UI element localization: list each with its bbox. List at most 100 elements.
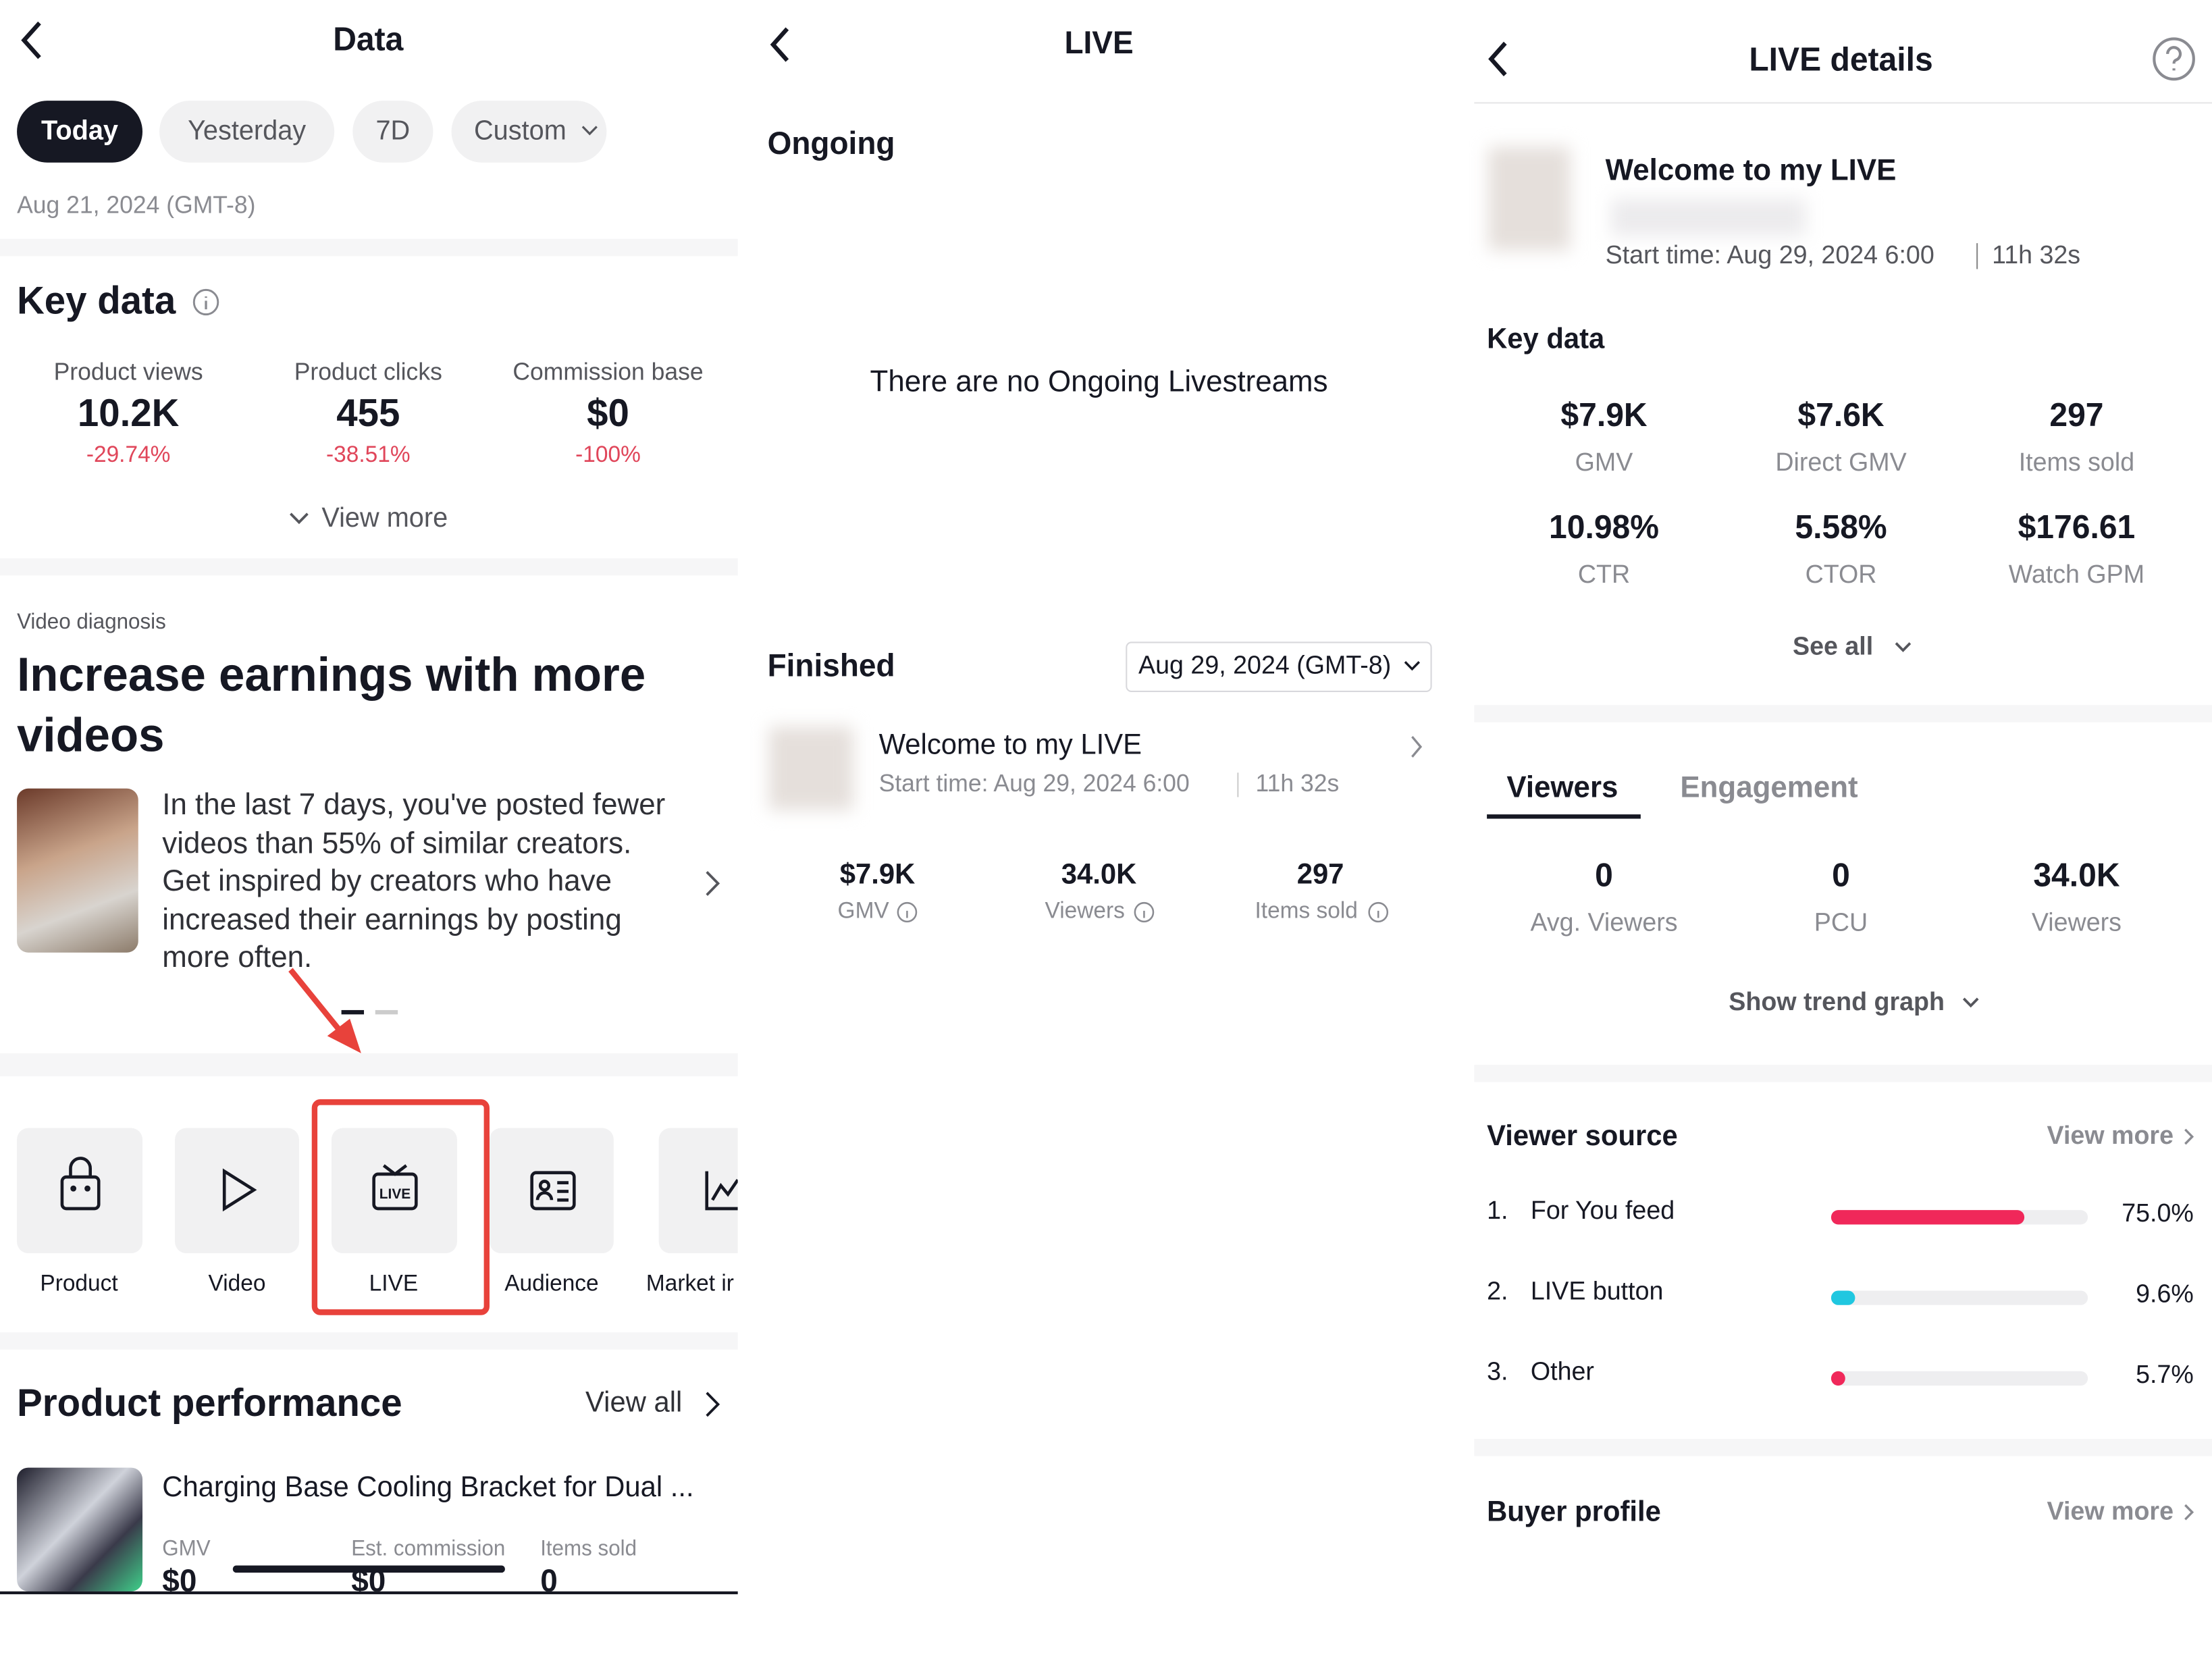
divider (0, 1053, 738, 1076)
metric-value: 34.0K (1061, 859, 1137, 891)
live-thumbnail (768, 727, 854, 810)
redacted (1610, 199, 1806, 236)
column-label: Est. commission (351, 1536, 506, 1562)
svg-text:LIVE: LIVE (379, 1186, 411, 1202)
separator (1237, 772, 1239, 797)
annotation-arrow (288, 968, 361, 1053)
highlight-box (311, 1099, 490, 1315)
title: LIVE (1064, 24, 1134, 61)
rank: 2. (1487, 1276, 1508, 1305)
product-name: Charging Base Cooling Bracket for Dual .… (162, 1471, 694, 1504)
chevron[interactable] (1408, 734, 1425, 760)
tool-icon[interactable] (175, 1128, 299, 1254)
expand-icon (1962, 997, 1979, 1008)
header-border (1474, 102, 2212, 104)
metric-value: $176.61 (2018, 508, 2136, 546)
section-title: Ongoing (767, 125, 895, 161)
source-name: LIVE button (1530, 1276, 1664, 1305)
divider (1474, 705, 2212, 722)
metric-label: CTOR (1805, 559, 1877, 589)
tab[interactable]: Custom (451, 101, 607, 163)
dropdown-icon (1404, 661, 1421, 671)
source-name: Other (1530, 1357, 1594, 1386)
chevron (2184, 1504, 2194, 1521)
metric-value: $7.6K (1797, 396, 1885, 433)
rank: 3. (1487, 1357, 1508, 1386)
metric-value: 297 (1296, 859, 1344, 891)
metric-value: $7.9K (1560, 396, 1648, 433)
metric-label: Product views (53, 358, 203, 386)
see-all[interactable]: See all (1793, 631, 1874, 661)
tool-icon[interactable] (17, 1128, 143, 1254)
metric-label: Watch GPM (2008, 559, 2145, 589)
column-value: $0 (162, 1562, 197, 1591)
tab-underline (1487, 814, 1641, 819)
tab[interactable]: Today (17, 101, 143, 163)
metric-label: Viewers (2031, 907, 2122, 937)
separator (1976, 243, 1978, 269)
bar (1831, 1210, 2024, 1225)
back-icon[interactable] (17, 20, 45, 61)
live-title: Welcome to my LIVE (1605, 154, 1897, 188)
expand-icon (290, 512, 309, 525)
section-title: Product performance (17, 1381, 402, 1425)
section-title: Key data (1487, 323, 1605, 356)
percent: 9.6% (2136, 1279, 2194, 1309)
metric-value: 5.58% (1795, 508, 1887, 546)
tool-label: Market ir (646, 1271, 734, 1296)
divider (0, 1332, 738, 1350)
column-label: Items sold (540, 1536, 637, 1562)
tool-icon[interactable] (331, 1128, 457, 1254)
start-time: Start time: Aug 29, 2024 6:00 (878, 770, 1190, 797)
tab[interactable]: Engagement (1680, 771, 1858, 805)
date: Aug 29, 2024 (GMT-8) (1138, 650, 1392, 679)
metric-label: Product clicks (294, 358, 442, 386)
metric-change: -100% (575, 443, 641, 468)
column-label: GMV (162, 1536, 211, 1562)
tool-glyphs: LIVE (60, 1157, 738, 1212)
tab-active[interactable]: Viewers (1506, 771, 1618, 805)
product-image (17, 1467, 143, 1591)
metric-label: Commission base (512, 358, 704, 386)
metric-change: -38.51% (326, 443, 411, 468)
chevron (2184, 1128, 2194, 1145)
info-icons (897, 901, 1389, 923)
live-thumbnail (1488, 147, 1571, 251)
trend-toggle[interactable]: Show trend graph (1729, 986, 1945, 1016)
back-icon[interactable] (1484, 39, 1512, 80)
date: Aug 21, 2024 (GMT-8) (17, 191, 256, 219)
empty-state: There are no Ongoing Livestreams (870, 365, 1328, 399)
live-title[interactable]: Welcome to my LIVE (878, 729, 1142, 762)
bar-track (1831, 1290, 2088, 1305)
chevron[interactable] (702, 869, 722, 898)
tool-label: Audience (504, 1271, 599, 1296)
tool-label: Product (40, 1271, 118, 1296)
view-more[interactable]: View more (2047, 1121, 2174, 1150)
tool-icon[interactable] (489, 1128, 614, 1254)
percent: 5.7% (2136, 1359, 2194, 1389)
title: LIVE details (1749, 40, 1933, 78)
tool-label: Video (208, 1271, 266, 1296)
bar (1831, 1290, 1856, 1305)
view-more[interactable]: View more (321, 503, 448, 534)
view-more[interactable]: View more (2047, 1496, 2174, 1525)
metric-label: CTR (1577, 559, 1631, 589)
tab[interactable]: Yesterday (159, 101, 335, 163)
page-dot (375, 1009, 398, 1015)
help-icon[interactable] (2151, 36, 2196, 82)
chevron[interactable] (702, 1390, 722, 1419)
column-value: 0 (540, 1562, 558, 1591)
bar-track (1831, 1371, 2088, 1386)
description: In the last 7 days, you've posted fewer … (162, 788, 666, 974)
home-indicator (232, 1565, 505, 1573)
date-picker[interactable] (1126, 641, 1432, 692)
tab[interactable]: 7D (352, 101, 433, 163)
rank: 1. (1487, 1195, 1508, 1225)
info-icon[interactable] (192, 288, 220, 317)
view-all[interactable]: View all (585, 1387, 683, 1419)
divider (1474, 1438, 2212, 1456)
percent: 75.0% (2122, 1199, 2194, 1228)
metric-value: 10.98% (1549, 508, 1660, 546)
back-icon[interactable] (766, 24, 794, 65)
